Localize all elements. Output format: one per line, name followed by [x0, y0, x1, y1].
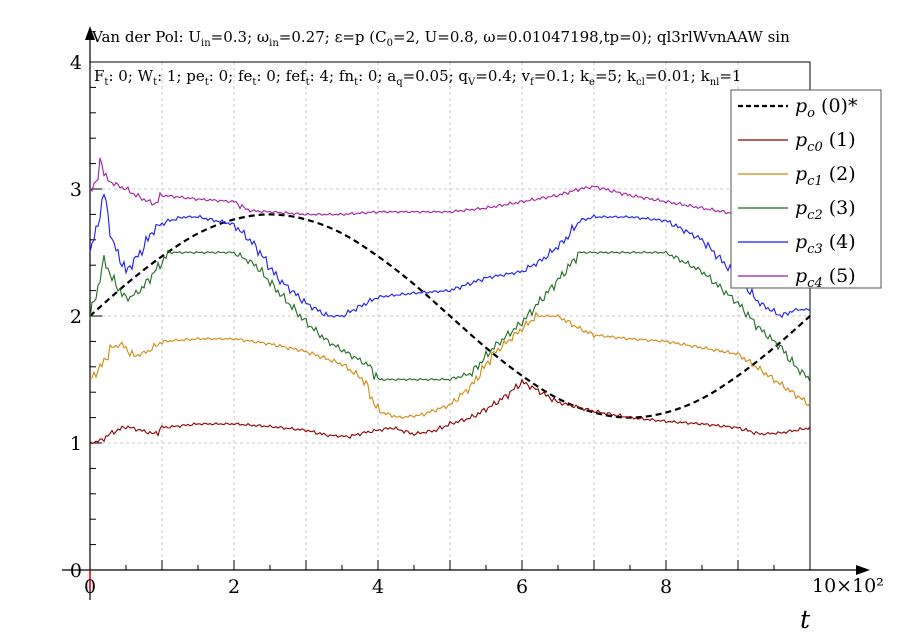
- chart-title-sub: in: [269, 38, 279, 49]
- y-tick-label: 0: [70, 560, 82, 582]
- y-tick-label: 2: [70, 306, 82, 328]
- chart-title-part: =0.3; ω: [211, 28, 269, 46]
- legend-label: po (0)*: [795, 95, 858, 121]
- subtitle-sub: t: [354, 77, 358, 88]
- series-line-1: [89, 378, 811, 445]
- subtitle-part: =1: [719, 67, 741, 85]
- subtitle-part: : 0; fef: [256, 67, 307, 85]
- y-tick-label: 1: [70, 433, 82, 455]
- series-line-5: [89, 157, 811, 223]
- chart-title-sub: in: [201, 38, 211, 49]
- legend: po (0)* pc0 (1) pc1 (2) pc2 (3) pc3 (4) pc4 (…: [730, 89, 882, 291]
- subtitle-sub: t: [205, 77, 209, 88]
- x-tick-label: 4: [372, 576, 384, 598]
- subtitle-part: : 0; W: [108, 67, 153, 85]
- x-axis-arrow: [856, 565, 870, 575]
- subtitle-sub: t: [306, 77, 310, 88]
- subtitle-part: : 1; pe: [157, 67, 205, 85]
- x-axis-label: t: [800, 605, 811, 633]
- y-tick-label: 4: [70, 52, 82, 74]
- series-line-0: [89, 213, 811, 419]
- x-tick-label: 8: [660, 576, 672, 598]
- chart-title-part: Van der Pol: U: [91, 28, 201, 46]
- chart-subtitle: Ft: 0; Wt: 1; pet: 0; fet: 0; feft: 4; f…: [94, 67, 741, 88]
- chart-title-sub: 0: [387, 38, 393, 49]
- legend-label: pc1 (2): [795, 163, 856, 189]
- legend-label: pc0 (1): [795, 129, 856, 155]
- series-line-4: [89, 193, 811, 319]
- subtitle-sub: nl: [710, 77, 720, 88]
- subtitle-part: : 0; fe: [209, 67, 253, 85]
- chart-title: Van der Pol: Uin=0.3; ωin=0.27; ε=p (C0=…: [91, 28, 790, 49]
- subtitle-part: =0.4; v: [475, 67, 530, 85]
- x-tick-label: 0: [84, 576, 96, 598]
- subtitle-part: =5; k: [595, 67, 637, 85]
- subtitle-part: : 4; fn: [310, 67, 355, 85]
- y-axis-arrow: [85, 26, 95, 40]
- series-line-2: [89, 311, 811, 419]
- subtitle-sub: q: [396, 77, 403, 88]
- subtitle-sub: V: [467, 77, 476, 88]
- x-tick-label: 6: [516, 576, 528, 598]
- y-tick-label: 3: [70, 179, 82, 201]
- subtitle-part: =0.05; q: [403, 67, 469, 85]
- legend-box: [730, 89, 882, 289]
- axis-ticks: 0 2 4 6 8 0 1 2 3 4: [70, 52, 811, 598]
- subtitle-part: =0.01; k: [645, 67, 711, 85]
- subtitle-sub: f: [530, 77, 535, 88]
- legend-label: pc2 (3): [795, 197, 856, 223]
- chart-title-part: =0.27; ε=p (C: [279, 28, 387, 46]
- subtitle-part: F: [94, 67, 104, 85]
- series-line-3: [89, 249, 811, 383]
- x-tick-label: 2: [228, 576, 240, 598]
- chart-title-part: =2, U=0.8, ω=0.01047198,tp=0); ql3rlWvnA…: [393, 28, 790, 46]
- subtitle-part: : 0; a: [358, 67, 396, 85]
- legend-label: pc3 (4): [795, 231, 856, 257]
- series-layer: [89, 157, 811, 445]
- subtitle-part: =0.1; k: [534, 67, 590, 85]
- subtitle-sub: t: [252, 77, 256, 88]
- legend-label: pc4 (5): [795, 265, 856, 291]
- subtitle-sub: t: [153, 77, 157, 88]
- subtitle-sub: e: [589, 77, 595, 88]
- subtitle-sub: t: [104, 77, 108, 88]
- x-multiplier: 10×10²: [812, 575, 884, 597]
- subtitle-sub: cl: [636, 77, 645, 88]
